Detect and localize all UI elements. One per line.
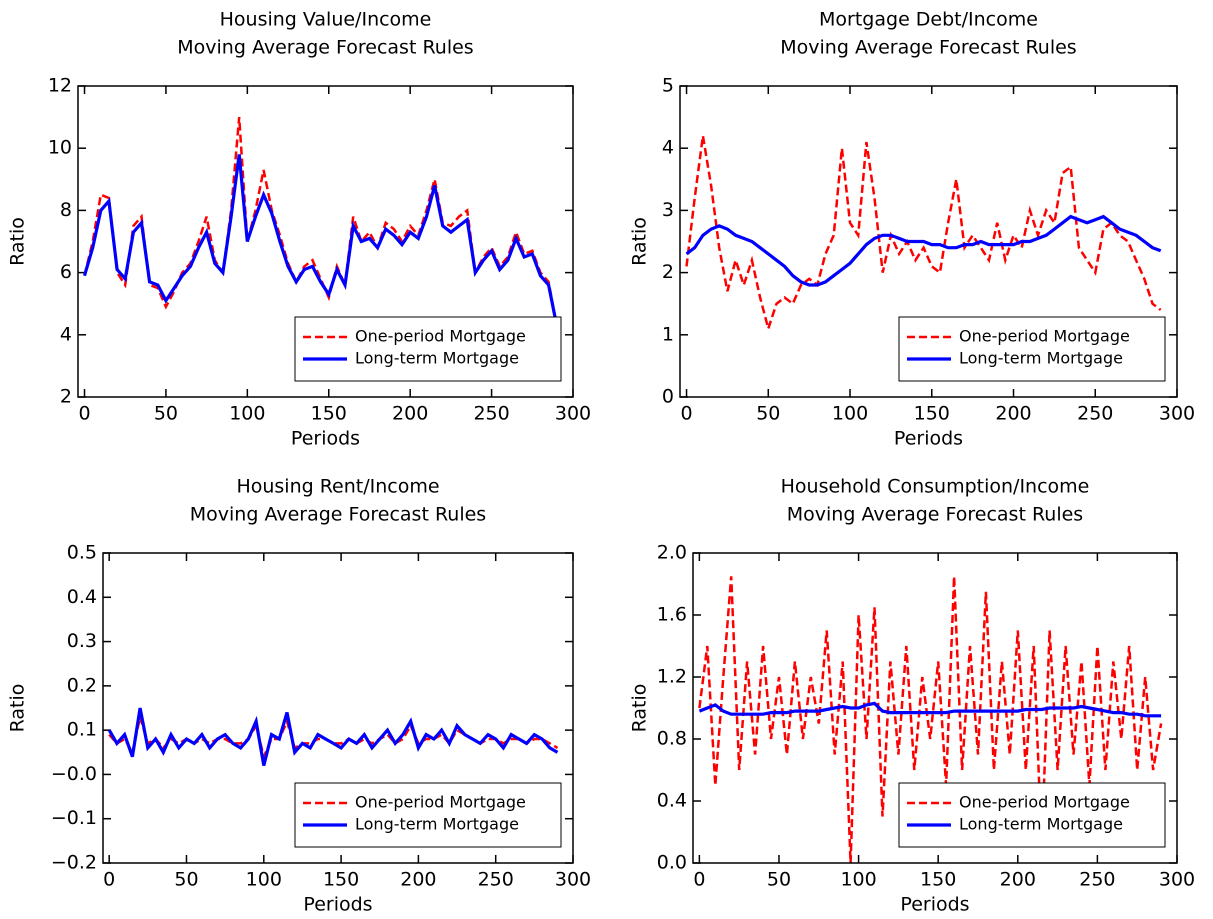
series-line [82, 154, 559, 326]
y-tick-label: 10 [48, 137, 72, 159]
legend-label: Long-term Mortgage [959, 815, 1123, 834]
series-line [83, 116, 558, 326]
series-line [698, 701, 1162, 718]
chart-title: Housing Value/Income [220, 9, 432, 31]
y-axis-label: Ratio [629, 684, 651, 733]
x-tick-label: 250 [478, 869, 514, 891]
x-tick-label: 100 [832, 403, 868, 425]
x-axis-label: Periods [894, 428, 963, 450]
x-tick-label: 250 [473, 403, 509, 425]
y-tick-label: 4 [662, 137, 674, 159]
y-axis-label: Ratio [7, 684, 29, 733]
y-axis-label: Ratio [7, 217, 29, 266]
plot-frame [77, 85, 574, 398]
y-tick-label: 12 [48, 75, 72, 97]
series-line [685, 214, 1162, 287]
chart-subtitle: Moving Average Forecast Rules [787, 504, 1083, 526]
y-tick-label: 0.0 [657, 852, 687, 874]
y-tick-label: 0.2 [67, 674, 97, 696]
series-line [698, 576, 1163, 863]
x-tick-label: 300 [1159, 869, 1195, 891]
y-tick-label: −0.2 [51, 852, 97, 874]
legend-label: Long-term Mortgage [355, 815, 519, 834]
x-tick-label: 100 [840, 869, 876, 891]
x-tick-label: 50 [174, 869, 198, 891]
x-tick-label: 50 [767, 869, 791, 891]
chart-subtitle: Moving Average Forecast Rules [780, 37, 1076, 59]
y-tick-label: 0.3 [67, 630, 97, 652]
x-tick-label: 300 [1159, 403, 1195, 425]
x-axis-label: Periods [900, 894, 969, 916]
x-axis-label: Periods [291, 428, 360, 450]
x-tick-label: 200 [400, 869, 436, 891]
y-tick-label: 1 [662, 323, 674, 345]
x-tick-label: 200 [995, 403, 1031, 425]
x-tick-label: 150 [920, 869, 956, 891]
legend-label: One-period Mortgage [355, 327, 526, 346]
chart-title: Mortgage Debt/Income [819, 9, 1038, 31]
y-tick-label: 4 [60, 323, 72, 345]
plot-frame [692, 552, 1178, 864]
y-axis-label: Ratio [629, 217, 651, 266]
y-tick-label: 6 [60, 261, 72, 283]
y-tick-label: −0.1 [51, 807, 97, 829]
chart-subtitle: Moving Average Forecast Rules [190, 504, 486, 526]
y-tick-label: 1.2 [657, 666, 687, 688]
x-tick-label: 50 [154, 403, 178, 425]
x-tick-label: 250 [1077, 403, 1113, 425]
legend-label: Long-term Mortgage [959, 349, 1123, 368]
y-tick-label: 2 [60, 386, 72, 408]
legend-label: One-period Mortgage [355, 793, 526, 812]
legend-label: One-period Mortgage [959, 327, 1130, 346]
x-axis-label: Periods [303, 894, 372, 916]
x-tick-label: 200 [392, 403, 428, 425]
y-tick-label: −0.0 [51, 763, 97, 785]
x-tick-label: 300 [555, 869, 591, 891]
y-tick-label: 0.8 [657, 728, 687, 750]
legend-label: One-period Mortgage [959, 793, 1130, 812]
plot-frame [102, 552, 574, 864]
legend-box [294, 782, 562, 848]
x-tick-label: 0 [693, 869, 705, 891]
legend: One-period Mortgage Long-term Mortgage [898, 782, 1166, 848]
y-tick-label: 2 [662, 261, 674, 283]
legend: One-period Mortgage Long-term Mortgage [294, 782, 562, 848]
chart-subtitle: Moving Average Forecast Rules [177, 37, 473, 59]
y-tick-label: 0.1 [67, 719, 97, 741]
chart-title: Household Consumption/Income [781, 476, 1090, 498]
series-line [107, 707, 559, 766]
x-tick-label: 100 [246, 869, 282, 891]
x-tick-label: 0 [680, 403, 692, 425]
x-tick-label: 250 [1079, 869, 1115, 891]
legend: One-period Mortgage Long-term Mortgage [898, 316, 1166, 382]
x-tick-label: 150 [323, 869, 359, 891]
chart-title: Housing Rent/Income [236, 476, 439, 498]
x-tick-label: 0 [103, 869, 115, 891]
x-tick-label: 200 [1000, 869, 1036, 891]
y-tick-label: 5 [662, 75, 674, 97]
series-line [685, 135, 1162, 333]
y-tick-label: 1.6 [657, 604, 687, 626]
y-tick-label: 0.4 [67, 586, 97, 608]
plot-frame [679, 85, 1178, 398]
legend-box [294, 316, 562, 382]
y-tick-label: 2.0 [657, 542, 687, 564]
y-tick-label: 8 [60, 199, 72, 221]
legend-label: Long-term Mortgage [355, 349, 519, 368]
y-tick-label: 0.4 [657, 790, 687, 812]
y-tick-label: 0.5 [67, 542, 97, 564]
y-tick-label: 0 [662, 386, 674, 408]
legend-box [898, 782, 1166, 848]
x-tick-label: 0 [78, 403, 90, 425]
x-tick-label: 50 [756, 403, 780, 425]
legend-box [898, 316, 1166, 382]
legend: One-period Mortgage Long-term Mortgage [294, 316, 562, 382]
x-tick-label: 300 [555, 403, 591, 425]
x-tick-label: 100 [229, 403, 265, 425]
x-tick-label: 150 [311, 403, 347, 425]
y-tick-label: 3 [662, 199, 674, 221]
x-tick-label: 150 [914, 403, 950, 425]
